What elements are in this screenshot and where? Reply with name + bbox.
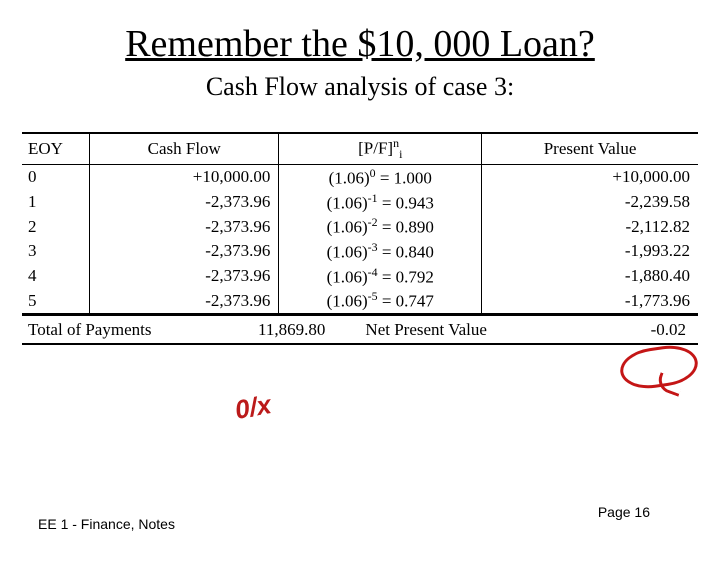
- table-header-row: EOY Cash Flow [P/F]ni Present Value: [22, 133, 698, 165]
- highlight-circle-tail: [655, 372, 684, 397]
- summary-row: Total of Payments 11,869.80 Net Present …: [22, 320, 698, 345]
- header-present-value: Present Value: [482, 133, 698, 165]
- cell-present-value: -2,112.82: [482, 214, 698, 239]
- cell-cashflow: -2,373.96: [90, 264, 279, 289]
- cell-cashflow: -2,373.96: [90, 239, 279, 264]
- footer-page-number: Page 16: [598, 504, 650, 520]
- header-pf-factor: [P/F]ni: [279, 133, 482, 165]
- cell-pf-factor: (1.06)-3 = 0.840: [279, 239, 482, 264]
- header-cashflow: Cash Flow: [90, 133, 279, 165]
- table-row: 1-2,373.96(1.06)-1 = 0.943-2,239.58: [22, 190, 698, 215]
- cell-cashflow: -2,373.96: [90, 288, 279, 314]
- cell-present-value: +10,000.00: [482, 165, 698, 190]
- footer-course-notes: EE 1 - Finance, Notes: [38, 516, 175, 532]
- npv-label: Net Present Value: [347, 320, 541, 340]
- cell-present-value: -2,239.58: [482, 190, 698, 215]
- npv-value: -0.02: [541, 320, 698, 340]
- cell-eoy: 1: [22, 190, 90, 215]
- cell-eoy: 5: [22, 288, 90, 314]
- cell-pf-factor: (1.06)0 = 1.000: [279, 165, 482, 190]
- highlight-circle: [618, 342, 701, 392]
- slide-title: Remember the $10, 000 Loan?: [0, 22, 720, 66]
- cell-eoy: 0: [22, 165, 90, 190]
- total-payments-label: Total of Payments: [22, 320, 190, 340]
- cell-cashflow: +10,000.00: [90, 165, 279, 190]
- header-eoy: EOY: [22, 133, 90, 165]
- cell-eoy: 3: [22, 239, 90, 264]
- table-row: 3-2,373.96(1.06)-3 = 0.840-1,993.22: [22, 239, 698, 264]
- table-row: 4-2,373.96(1.06)-4 = 0.792-1,880.40: [22, 264, 698, 289]
- cell-eoy: 4: [22, 264, 90, 289]
- cell-pf-factor: (1.06)-5 = 0.747: [279, 288, 482, 314]
- table-row: 2-2,373.96(1.06)-2 = 0.890-2,112.82: [22, 214, 698, 239]
- cell-pf-factor: (1.06)-2 = 0.890: [279, 214, 482, 239]
- table-row: 5-2,373.96(1.06)-5 = 0.747-1,773.96: [22, 288, 698, 314]
- cell-present-value: -1,993.22: [482, 239, 698, 264]
- cell-present-value: -1,880.40: [482, 264, 698, 289]
- total-payments-value: 11,869.80: [190, 320, 347, 340]
- slide-subtitle: Cash Flow analysis of case 3:: [0, 72, 720, 102]
- cashflow-table-container: EOY Cash Flow [P/F]ni Present Value 0+10…: [22, 132, 698, 315]
- handwritten-annotation: 0/x: [233, 389, 274, 426]
- cell-cashflow: -2,373.96: [90, 214, 279, 239]
- table-row: 0+10,000.00(1.06)0 = 1.000+10,000.00: [22, 165, 698, 190]
- cell-pf-factor: (1.06)-4 = 0.792: [279, 264, 482, 289]
- cell-eoy: 2: [22, 214, 90, 239]
- cell-present-value: -1,773.96: [482, 288, 698, 314]
- cell-cashflow: -2,373.96: [90, 190, 279, 215]
- cashflow-table: EOY Cash Flow [P/F]ni Present Value 0+10…: [22, 132, 698, 315]
- cell-pf-factor: (1.06)-1 = 0.943: [279, 190, 482, 215]
